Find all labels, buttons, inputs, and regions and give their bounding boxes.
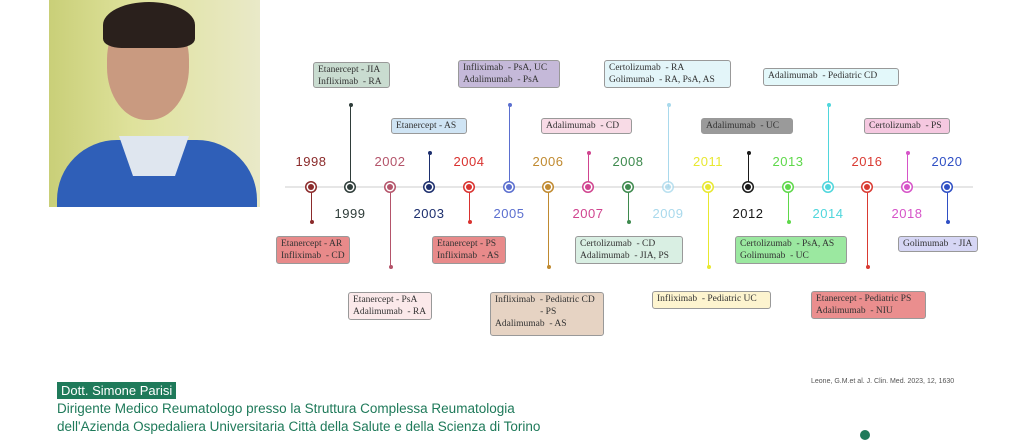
approval-box-1998: Etanercept - AR Infliximab - CD — [276, 236, 350, 264]
connector-end-dot — [626, 220, 631, 224]
year-label: 2005 — [493, 206, 525, 221]
year-label: 2012 — [732, 206, 764, 221]
timeline-node-2011 — [702, 181, 714, 193]
approval-box-2002: Etanercept - PsA Adalimumab - RA — [348, 292, 432, 320]
event-connector — [626, 187, 631, 224]
event-connector — [586, 151, 591, 187]
year-label: 2011 — [693, 154, 723, 169]
timeline-node-2003 — [423, 181, 435, 193]
year-label: 2007 — [572, 206, 604, 221]
approval-box-2014: Adalimumab - Pediatric CD — [763, 68, 899, 86]
year-label: 2008 — [612, 154, 644, 169]
approval-box-1999: Etanercept - JIA Infliximab - RA — [313, 62, 390, 88]
speaker-collar — [119, 136, 189, 176]
speaker-name: Dott. Simone Parisi — [57, 382, 177, 399]
connector-end-dot — [348, 103, 353, 107]
approval-box-2008: Certolizumab - CD Adalimumab - JIA, PS — [575, 236, 683, 264]
timeline-node-2014 — [822, 181, 834, 193]
event-connector — [786, 187, 791, 224]
connector-end-dot — [826, 103, 831, 107]
event-connector — [348, 103, 353, 187]
connector-end-dot — [786, 220, 791, 224]
connector-end-dot — [507, 103, 512, 107]
connector-end-dot — [427, 151, 432, 155]
event-connector — [467, 187, 472, 224]
connector-end-dot — [467, 220, 472, 224]
citation: Leone, G.M.et al. J. Clin. Med. 2023, 12… — [811, 378, 955, 385]
approval-box-2006: Infliximab - Pediatric CD - PS Adalimuma… — [490, 292, 604, 336]
approval-box-2018: Certolizumab - PS — [864, 118, 950, 134]
timeline-node-2006 — [542, 181, 554, 193]
event-connector — [666, 103, 671, 187]
timeline-node-1998 — [305, 181, 317, 193]
event-connector — [746, 151, 751, 187]
approval-box-2004: Etanercept - PS Infliximab - AS — [432, 236, 506, 264]
speaker-hair — [103, 2, 195, 48]
connector-end-dot — [865, 265, 870, 269]
event-connector — [865, 187, 870, 269]
year-label: 2004 — [453, 154, 485, 169]
speaker-role-line-1: Dirigente Medico Reumatologo presso la S… — [57, 401, 515, 416]
timeline-node-2018 — [901, 181, 913, 193]
timeline-node-2016 — [861, 181, 873, 193]
timeline-node-2008 — [622, 181, 634, 193]
event-connector — [945, 187, 950, 224]
approval-box-2016: Etanercept - Pediatric PS Adalimumab - N… — [811, 291, 926, 319]
approval-box-2009: Certolizumab - RA Golimumab - RA, PsA, A… — [604, 60, 731, 88]
approval-box-2011: Infliximab - Pediatric UC — [652, 291, 771, 309]
timeline-node-2012 — [742, 181, 754, 193]
timeline-node-2009 — [662, 181, 674, 193]
approval-box-2003: Etanercept - AS — [391, 118, 467, 134]
timeline-node-2005 — [503, 181, 515, 193]
approval-box-2012: Adalimumab - UC — [701, 118, 793, 134]
approval-box-2020: Golimumab - JIA — [898, 236, 978, 252]
year-label: 2006 — [532, 154, 564, 169]
year-label: 2014 — [812, 206, 844, 221]
connector-end-dot — [666, 103, 671, 107]
year-label: 2018 — [891, 206, 923, 221]
connector-end-dot — [945, 220, 950, 224]
connector-end-dot — [586, 151, 591, 155]
event-connector — [706, 187, 711, 269]
year-label: 2016 — [851, 154, 883, 169]
approval-box-2007: Adalimumab - CD — [541, 118, 632, 134]
speaker-webcam-video — [49, 0, 260, 207]
logo-icon — [860, 430, 870, 440]
year-label: 2009 — [652, 206, 684, 221]
year-label: 2003 — [413, 206, 445, 221]
timeline-node-2020 — [941, 181, 953, 193]
timeline-node-1999 — [344, 181, 356, 193]
year-label: 2013 — [772, 154, 804, 169]
connector-end-dot — [905, 151, 910, 155]
connector-end-dot — [706, 265, 711, 269]
event-connector — [309, 187, 314, 224]
connector-end-dot — [546, 265, 551, 269]
connector-end-dot — [746, 151, 751, 155]
event-connector — [427, 151, 432, 187]
event-connector — [905, 151, 910, 187]
connector-end-dot — [388, 265, 393, 269]
connector-end-dot — [309, 220, 314, 224]
year-label: 1999 — [334, 206, 366, 221]
timeline-node-2007 — [582, 181, 594, 193]
speaker-role-line-2: dell'Azienda Ospedaliera Universitaria C… — [57, 419, 541, 434]
year-label: 1998 — [295, 154, 327, 169]
approval-box-2013: Certolizumab - PsA, AS Golimumab - UC — [735, 236, 847, 264]
event-connector — [826, 103, 831, 187]
speaker-caption: Dott. Simone Parisi Dirigente Medico Reu… — [57, 382, 540, 436]
event-connector — [388, 187, 393, 269]
timeline-node-2013 — [782, 181, 794, 193]
timeline-node-2004 — [463, 181, 475, 193]
year-label: 2020 — [931, 154, 963, 169]
year-label: 2002 — [374, 154, 406, 169]
event-connector — [546, 187, 551, 269]
event-connector — [507, 103, 512, 187]
approval-timeline: 1998 Etanercept - AR Infliximab - CD 1999 E… — [276, 60, 978, 336]
timeline-node-2002 — [384, 181, 396, 193]
approval-box-2005: Infliximab - PsA, UC Adalimumab - PsA — [458, 60, 560, 88]
